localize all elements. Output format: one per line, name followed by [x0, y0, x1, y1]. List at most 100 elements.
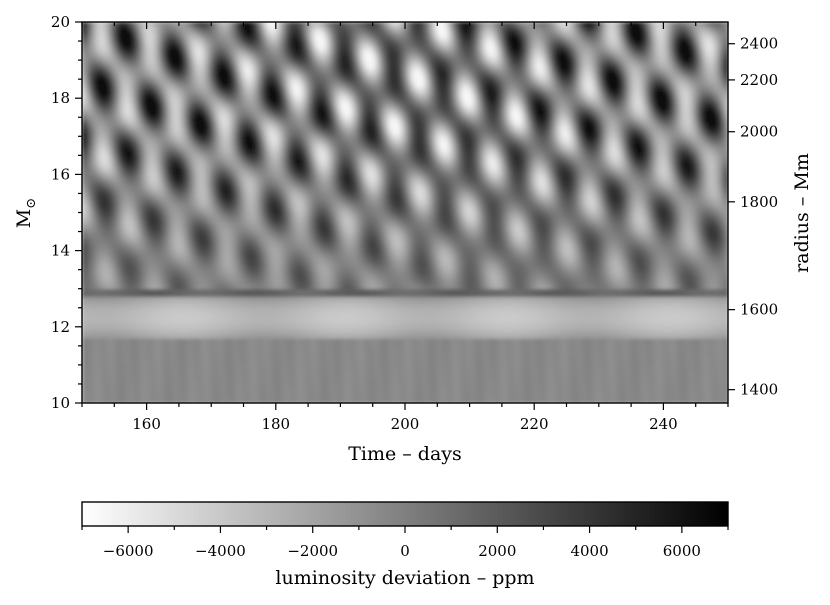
heatmap-cell — [94, 303, 99, 309]
heatmap-cell — [107, 197, 112, 202]
heatmap-cell — [91, 98, 96, 103]
heatmap-cell — [107, 334, 112, 339]
heatmap-cell — [94, 338, 99, 343]
heatmap-cell — [114, 383, 119, 389]
heatmap-cell — [120, 387, 125, 393]
heatmap-cell — [117, 288, 122, 294]
heatmap-cell — [94, 380, 99, 385]
heatmap-cell — [111, 380, 115, 385]
heatmap-cell — [98, 48, 102, 54]
heatmap-cell — [101, 338, 106, 343]
heatmap-cell — [111, 395, 115, 400]
heatmap-cell — [98, 178, 102, 183]
heatmap-cell — [123, 71, 128, 76]
heatmap-cell — [123, 353, 128, 358]
heatmap-cell — [82, 262, 86, 267]
heatmap-cell — [85, 338, 90, 343]
heatmap-cell — [94, 136, 99, 141]
heatmap-cell — [88, 281, 93, 286]
heatmap-cell — [101, 387, 106, 393]
heatmap-cell — [101, 395, 106, 400]
heatmap-cell — [91, 29, 96, 35]
heatmap-cell — [111, 71, 115, 76]
heatmap-cell — [82, 98, 86, 103]
heatmap-cell — [94, 357, 99, 362]
heatmap-cell — [85, 22, 90, 27]
heatmap-cell — [111, 349, 115, 355]
heatmap-cell — [120, 71, 125, 76]
heatmap-cell — [98, 307, 102, 313]
heatmap-cell — [104, 140, 109, 145]
heatmap-cell — [107, 296, 112, 301]
heatmap-cell — [91, 361, 96, 366]
heatmap-cell — [94, 288, 99, 294]
heatmap-cell — [94, 63, 99, 69]
heatmap-cell — [120, 216, 125, 221]
heatmap-cell — [114, 204, 119, 210]
heatmap-cell — [114, 98, 119, 103]
heatmap-cell — [85, 311, 90, 316]
heatmap-cell — [82, 376, 86, 381]
heatmap-cell — [107, 193, 112, 198]
heatmap-cell — [117, 155, 122, 160]
heatmap-cell — [117, 342, 122, 347]
heatmap-cell — [104, 334, 109, 339]
heatmap-cell — [111, 353, 115, 358]
heatmap-cell — [101, 90, 106, 95]
heatmap-cell — [120, 132, 125, 137]
heatmap-cell — [123, 178, 128, 183]
heatmap-cell — [107, 52, 112, 57]
heatmap-cell — [101, 29, 106, 35]
heatmap-cell — [111, 29, 115, 35]
heatmap-cell — [91, 94, 96, 99]
heatmap-cell — [104, 132, 109, 137]
heatmap-cell — [94, 250, 99, 256]
heatmap-cell — [117, 269, 122, 275]
heatmap-cell — [114, 284, 119, 290]
heatmap-cell — [88, 41, 93, 46]
heatmap-cell — [98, 353, 102, 358]
heatmap-cell — [98, 121, 102, 126]
heatmap-cell — [107, 25, 112, 31]
heatmap-cell — [111, 208, 115, 214]
heatmap-cell — [120, 273, 125, 278]
heatmap-cell — [88, 307, 93, 313]
heatmap-cell — [117, 242, 122, 248]
heatmap-cell — [114, 25, 119, 31]
heatmap-cell — [111, 220, 115, 225]
heatmap-cell — [91, 121, 96, 126]
heatmap-cell — [114, 185, 119, 191]
heatmap-cell — [82, 41, 86, 46]
heatmap-cell — [114, 90, 119, 95]
heatmap-cell — [85, 151, 90, 156]
heatmap-cell — [88, 250, 93, 256]
heatmap-cell — [120, 170, 125, 175]
heatmap-cell — [123, 63, 128, 69]
heatmap-cell — [111, 124, 115, 130]
heatmap-cell — [111, 166, 115, 172]
heatmap-cell — [120, 48, 125, 54]
heatmap-cell — [88, 277, 93, 282]
heatmap-cell — [104, 292, 109, 297]
heatmap-cell — [117, 56, 122, 61]
heatmap-cell — [82, 326, 86, 332]
heatmap-cell — [120, 349, 125, 355]
heatmap-cell — [104, 254, 109, 259]
heatmap-cell — [120, 67, 125, 73]
heatmap-cell — [107, 357, 112, 362]
heatmap-cell — [107, 368, 112, 374]
heatmap-cell — [117, 338, 122, 343]
heatmap-cell — [114, 33, 119, 38]
heatmap-cell — [98, 113, 102, 118]
heatmap-cell — [114, 311, 119, 316]
heatmap-cell — [123, 399, 128, 403]
heatmap-cell — [123, 140, 128, 145]
heatmap-cell — [123, 41, 128, 46]
heatmap-cell — [91, 63, 96, 69]
heatmap-cell — [120, 372, 125, 377]
heatmap-cell — [82, 300, 86, 305]
heatmap-cell — [94, 262, 99, 267]
heatmap-cell — [117, 90, 122, 95]
heatmap-cell — [114, 368, 119, 374]
heatmap-cell — [91, 387, 96, 393]
